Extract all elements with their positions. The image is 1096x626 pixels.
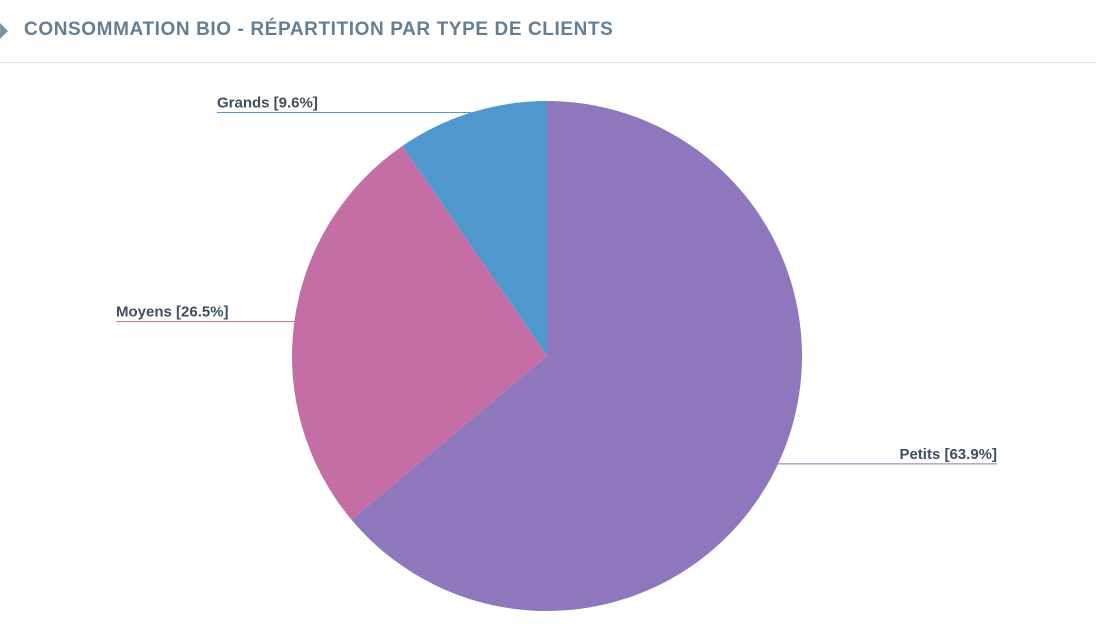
pie-slice-petits[interactable] [351, 101, 802, 611]
chart-area: Petits [63.9%] Moyens [26.5%] Grands [9.6%… [0, 64, 1096, 621]
pie-chart: Petits [63.9%] Moyens [26.5%] Grands [9.6%… [116, 95, 997, 611]
pie-slice-moyens[interactable] [292, 145, 547, 520]
pie-label-petits: Petits [63.9%] [899, 446, 997, 463]
chart-title: CONSOMMATION BIO - RÉPARTITION PAR TYPE … [24, 19, 614, 40]
collapse-arrow-icon[interactable] [0, 23, 8, 39]
pie-label-grands: Grands [9.6%] [217, 95, 318, 112]
chart-header: CONSOMMATION BIO - RÉPARTITION PAR TYPE … [0, 0, 1096, 63]
pie-slice-grands[interactable] [402, 101, 547, 356]
pie-label-moyens: Moyens [26.5%] [116, 304, 229, 321]
